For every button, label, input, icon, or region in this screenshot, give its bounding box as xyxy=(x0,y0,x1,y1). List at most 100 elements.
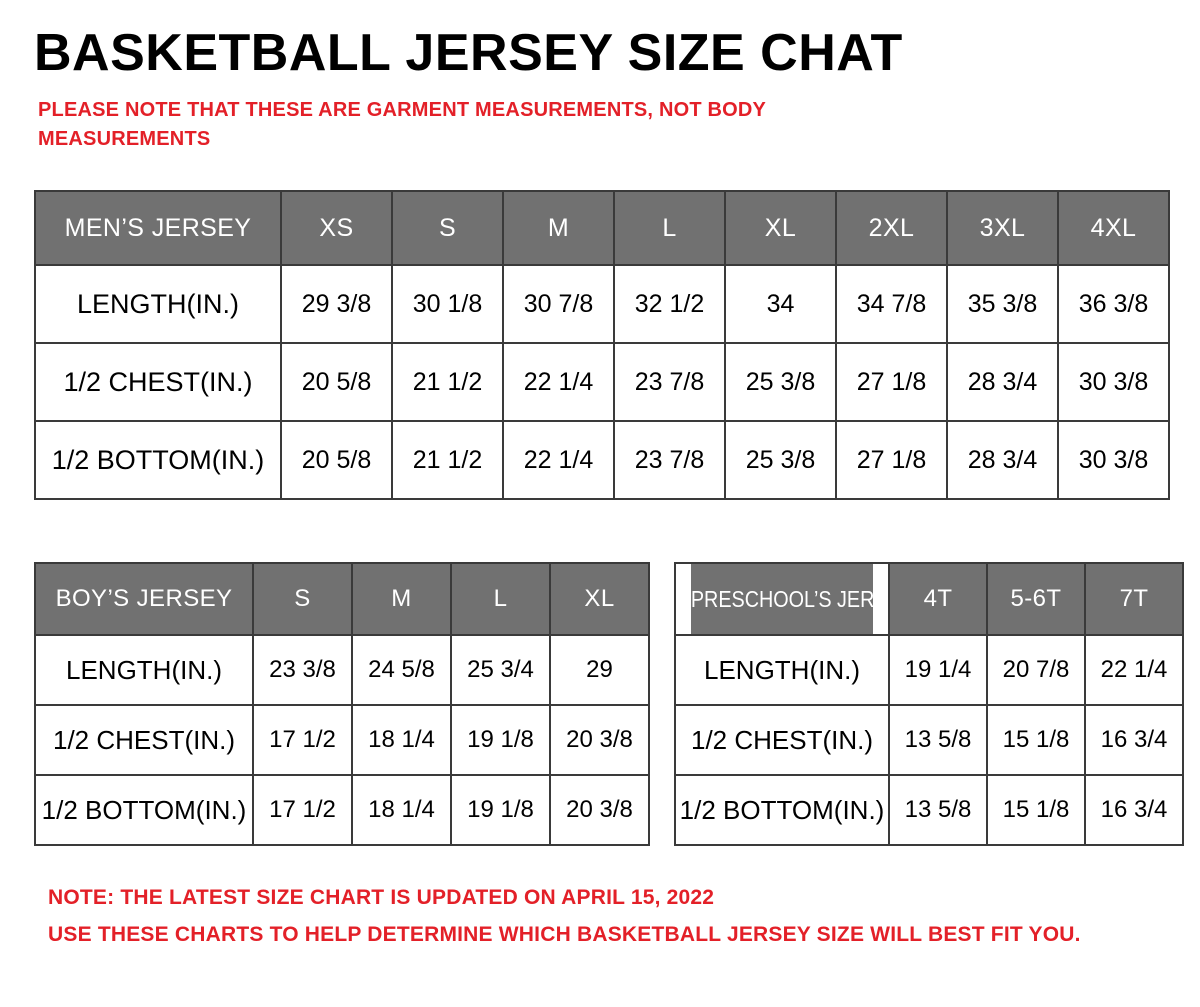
preschool-row-label-bottom: 1/2 BOTTOM(IN.) xyxy=(674,774,890,847)
boys-size-header-l: L xyxy=(450,562,551,637)
preschool-row-label-length: LENGTH(IN.) xyxy=(674,634,890,707)
table-cell: 35 3/8 xyxy=(946,264,1059,345)
table-cell: 19 1/8 xyxy=(450,774,551,847)
table-cell: 20 5/8 xyxy=(280,342,393,423)
table-cell: 23 7/8 xyxy=(613,420,726,501)
table-cell: 30 1/8 xyxy=(391,264,504,345)
mens-header-row: MEN’S JERSEY XS S M L XL 2XL 3XL 4XL xyxy=(34,190,1170,267)
mens-size-header-2xl: 2XL xyxy=(835,190,948,267)
table-cell: 21 1/2 xyxy=(391,342,504,423)
preschool-jersey-table: PRESCHOOL’S JERSEY 4T 5-6T 7T LENGTH(IN.… xyxy=(674,562,1184,847)
table-cell: 32 1/2 xyxy=(613,264,726,345)
preschool-row-label-chest: 1/2 CHEST(IN.) xyxy=(674,704,890,777)
table-cell: 30 3/8 xyxy=(1057,420,1170,501)
boys-size-header-m: M xyxy=(351,562,452,637)
preschool-table-head: PRESCHOOL’S JERSEY 4T 5-6T 7T xyxy=(675,562,1184,637)
boys-table-head: BOY’S JERSEY S M L XL xyxy=(34,562,650,637)
table-cell: 24 5/8 xyxy=(351,634,452,707)
update-note: NOTE: THE LATEST SIZE CHART IS UPDATED O… xyxy=(48,886,715,910)
table-cell: 30 7/8 xyxy=(502,264,615,345)
boys-size-header-s: S xyxy=(252,562,353,637)
table-row: 1/2 CHEST(IN.) 17 1/2 18 1/4 19 1/8 20 3… xyxy=(34,704,650,777)
mens-size-header-xs: XS xyxy=(280,190,393,267)
mens-table-body: LENGTH(IN.) 29 3/8 30 1/8 30 7/8 32 1/2 … xyxy=(34,264,1170,501)
preschool-size-header-4t: 4T xyxy=(888,562,988,637)
table-row: 1/2 BOTTOM(IN.) 17 1/2 18 1/4 19 1/8 20 … xyxy=(34,774,650,847)
table-cell: 15 1/8 xyxy=(986,774,1086,847)
table-cell: 20 5/8 xyxy=(280,420,393,501)
table-cell: 25 3/8 xyxy=(724,342,837,423)
table-row: LENGTH(IN.) 19 1/4 20 7/8 22 1/4 xyxy=(674,634,1184,707)
mens-row-label-bottom: 1/2 BOTTOM(IN.) xyxy=(34,420,282,501)
bottom-notes: NOTE: THE LATEST SIZE CHART IS UPDATED O… xyxy=(48,880,1166,954)
preschool-table-body: LENGTH(IN.) 19 1/4 20 7/8 22 1/4 1/2 CHE… xyxy=(674,634,1184,847)
mens-size-header-m: M xyxy=(502,190,615,267)
mens-size-header-xl: XL xyxy=(724,190,837,267)
table-cell: 29 xyxy=(549,634,650,707)
boys-row-label-chest: 1/2 CHEST(IN.) xyxy=(34,704,254,777)
page-title: BASKETBALL JERSEY SIZE CHAT xyxy=(34,24,903,82)
table-row: LENGTH(IN.) 23 3/8 24 5/8 25 3/4 29 xyxy=(34,634,650,707)
table-row: LENGTH(IN.) 29 3/8 30 1/8 30 7/8 32 1/2 … xyxy=(34,264,1170,345)
table-cell: 16 3/4 xyxy=(1084,704,1184,777)
garment-measurement-note: PLEASE NOTE THAT THESE ARE GARMENT MEASU… xyxy=(38,99,766,151)
boys-size-header-xl: XL xyxy=(549,562,650,637)
table-cell: 28 3/4 xyxy=(946,420,1059,501)
table-cell: 27 1/8 xyxy=(835,420,948,501)
mens-row-label-length: LENGTH(IN.) xyxy=(34,264,282,345)
table-cell: 20 7/8 xyxy=(986,634,1086,707)
lower-tables-row: BOY’S JERSEY S M L XL LENGTH(IN.) 23 3/8… xyxy=(34,562,1184,847)
mens-jersey-table: MEN’S JERSEY XS S M L XL 2XL 3XL 4XL LEN… xyxy=(34,190,1170,501)
table-row: 1/2 CHEST(IN.) 20 5/8 21 1/2 22 1/4 23 7… xyxy=(34,342,1170,423)
table-cell: 17 1/2 xyxy=(252,774,353,847)
table-cell: 29 3/8 xyxy=(280,264,393,345)
usage-note: USE THESE CHARTS TO HELP DETERMINE WHICH… xyxy=(48,922,1081,946)
mens-size-header-4xl: 4XL xyxy=(1057,190,1170,267)
table-cell: 34 xyxy=(724,264,837,345)
table-cell: 28 3/4 xyxy=(946,342,1059,423)
table-cell: 13 5/8 xyxy=(888,774,988,847)
table-row: 1/2 CHEST(IN.) 13 5/8 15 1/8 16 3/4 xyxy=(674,704,1184,777)
table-cell: 17 1/2 xyxy=(252,704,353,777)
mens-jersey-table-wrapper: MEN’S JERSEY XS S M L XL 2XL 3XL 4XL LEN… xyxy=(34,190,1170,501)
table-cell: 25 3/8 xyxy=(724,420,837,501)
preschool-header-row: PRESCHOOL’S JERSEY 4T 5-6T 7T xyxy=(675,562,1184,637)
table-cell: 20 3/8 xyxy=(549,774,650,847)
mens-size-header-s: S xyxy=(391,190,504,267)
table-cell: 18 1/4 xyxy=(351,774,452,847)
table-cell: 19 1/8 xyxy=(450,704,551,777)
table-cell: 21 1/2 xyxy=(391,420,504,501)
boys-table-body: LENGTH(IN.) 23 3/8 24 5/8 25 3/4 29 1/2 … xyxy=(34,634,650,847)
boys-row-label-length: LENGTH(IN.) xyxy=(34,634,254,707)
table-cell: 20 3/8 xyxy=(549,704,650,777)
table-cell: 34 7/8 xyxy=(835,264,948,345)
boys-jersey-table: BOY’S JERSEY S M L XL LENGTH(IN.) 23 3/8… xyxy=(34,562,650,847)
table-row: 1/2 BOTTOM(IN.) 13 5/8 15 1/8 16 3/4 xyxy=(674,774,1184,847)
table-cell: 13 5/8 xyxy=(888,704,988,777)
mens-corner-label: MEN’S JERSEY xyxy=(34,190,282,267)
table-cell: 25 3/4 xyxy=(450,634,551,707)
table-cell: 16 3/4 xyxy=(1084,774,1184,847)
preschool-size-header-5-6t: 5-6T xyxy=(986,562,1086,637)
table-cell: 30 3/8 xyxy=(1057,342,1170,423)
table-cell: 23 7/8 xyxy=(613,342,726,423)
boys-corner-label: BOY’S JERSEY xyxy=(34,562,254,637)
boys-row-label-bottom: 1/2 BOTTOM(IN.) xyxy=(34,774,254,847)
table-cell: 36 3/8 xyxy=(1057,264,1170,345)
table-cell: 18 1/4 xyxy=(351,704,452,777)
boys-header-row: BOY’S JERSEY S M L XL xyxy=(34,562,650,637)
table-cell: 22 1/4 xyxy=(502,420,615,501)
preschool-size-header-7t: 7T xyxy=(1084,562,1184,637)
table-cell: 22 1/4 xyxy=(1084,634,1184,707)
table-cell: 22 1/4 xyxy=(502,342,615,423)
table-cell: 15 1/8 xyxy=(986,704,1086,777)
mens-table-head: MEN’S JERSEY XS S M L XL 2XL 3XL 4XL xyxy=(34,190,1170,267)
preschool-corner-label: PRESCHOOL’S JERSEY xyxy=(689,562,875,637)
table-cell: 23 3/8 xyxy=(252,634,353,707)
table-cell: 27 1/8 xyxy=(835,342,948,423)
mens-size-header-l: L xyxy=(613,190,726,267)
mens-row-label-chest: 1/2 CHEST(IN.) xyxy=(34,342,282,423)
table-cell: 19 1/4 xyxy=(888,634,988,707)
table-row: 1/2 BOTTOM(IN.) 20 5/8 21 1/2 22 1/4 23 … xyxy=(34,420,1170,501)
